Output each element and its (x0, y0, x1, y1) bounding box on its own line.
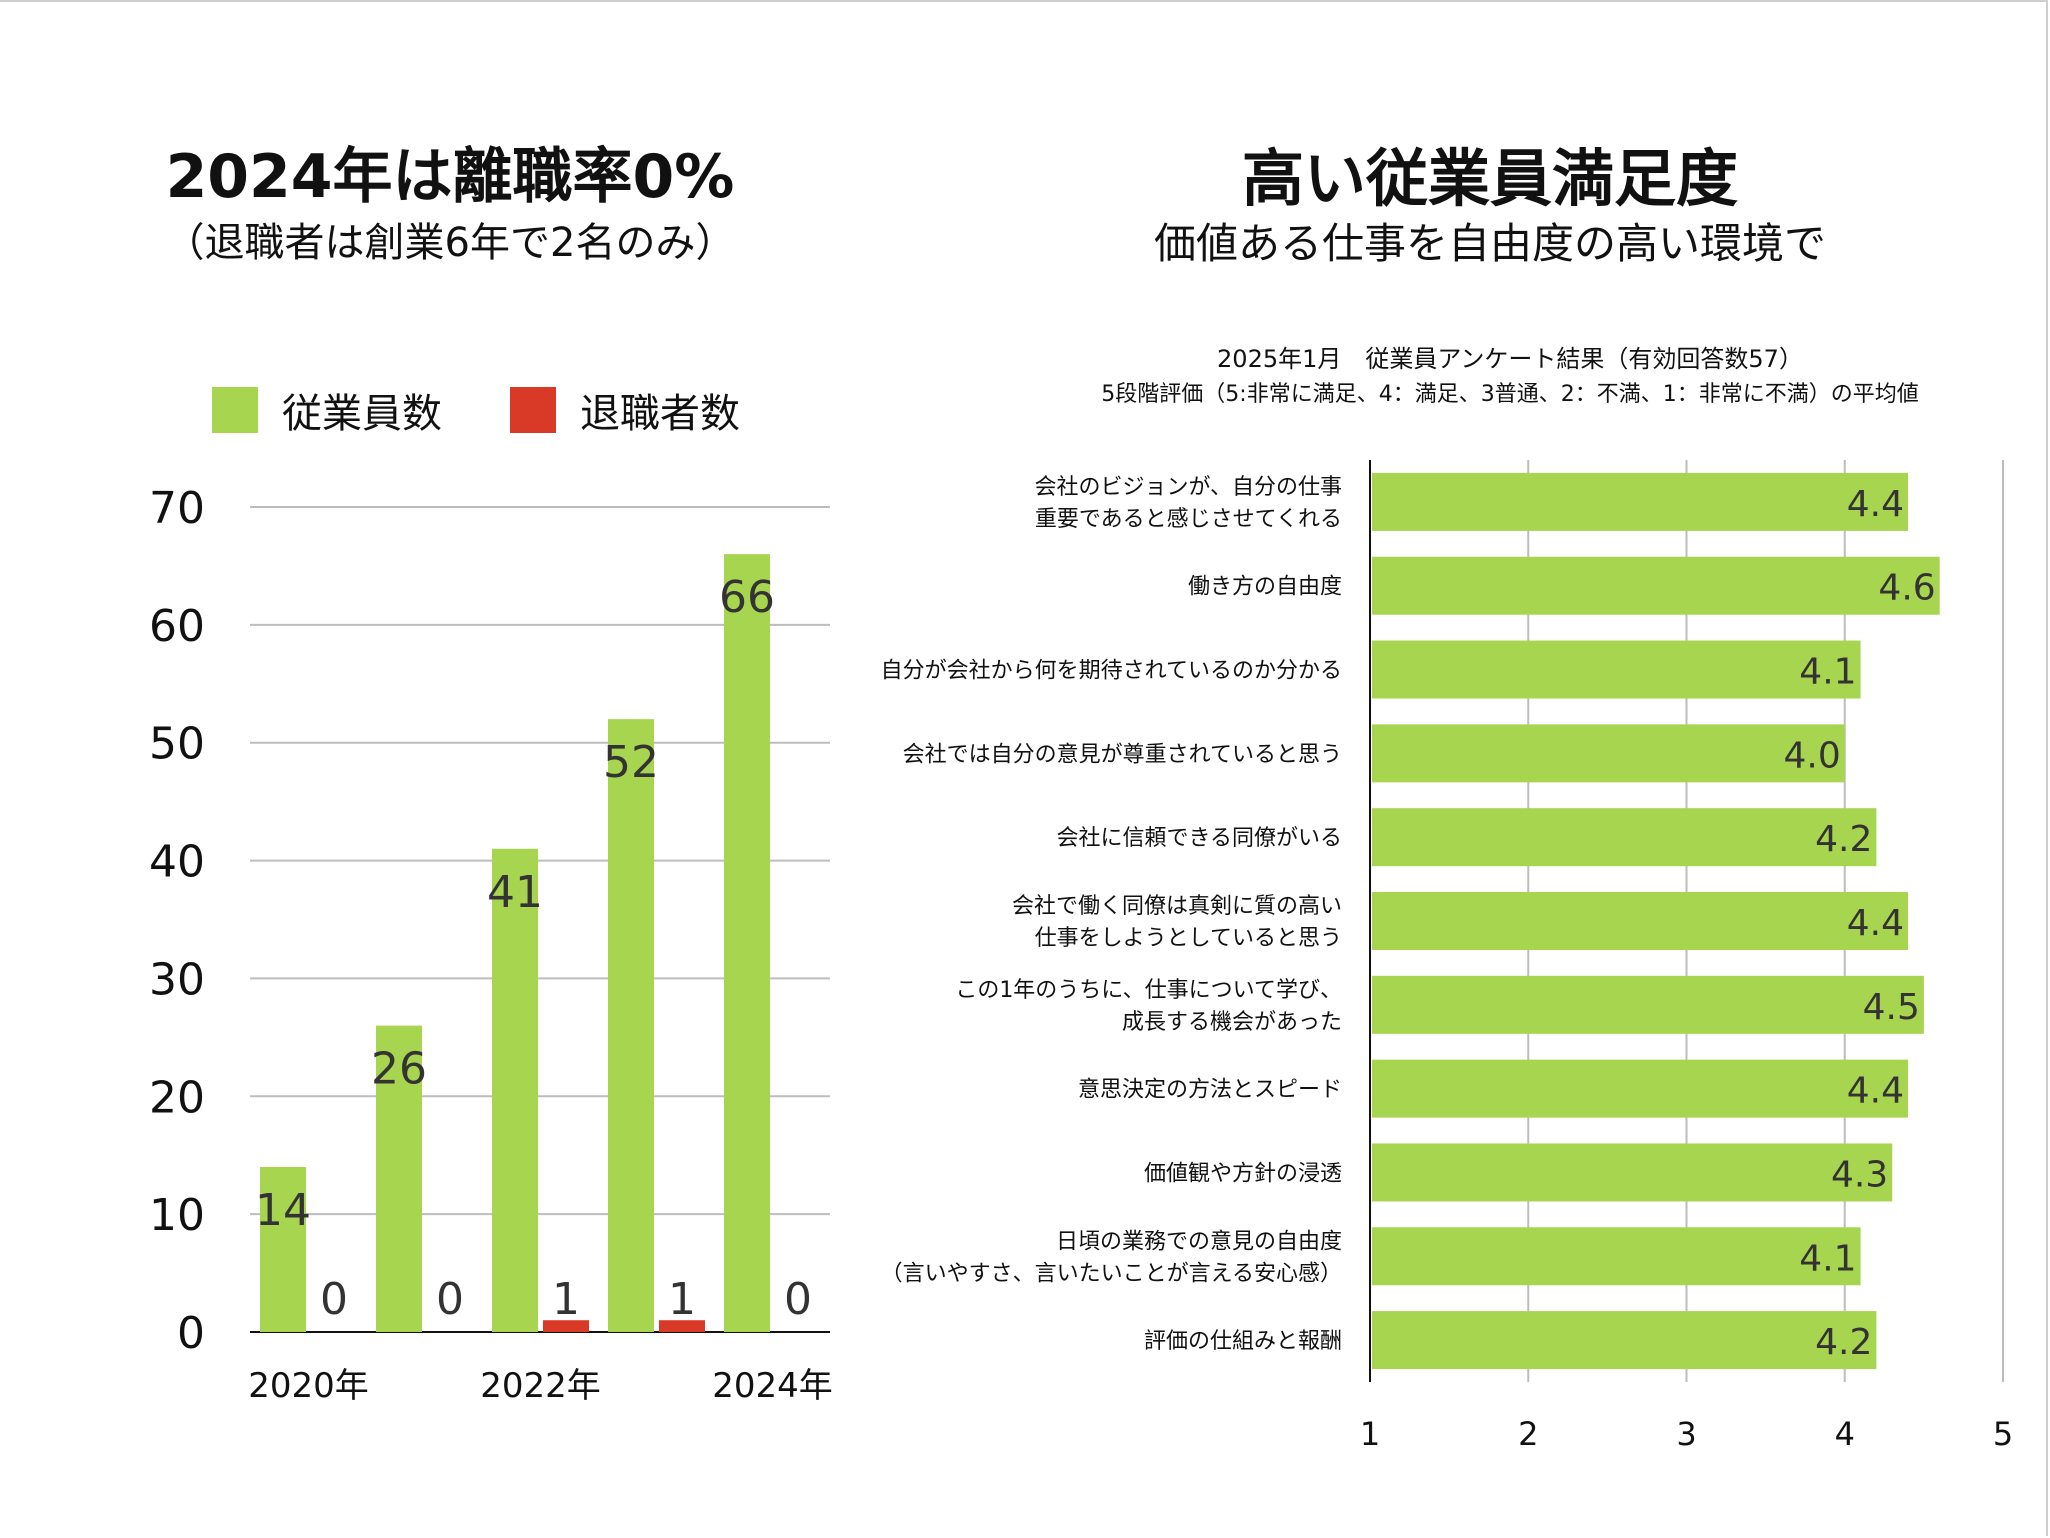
survey-value-label-6: 4.4 (1847, 903, 1904, 944)
x-tick-label: 4 (1835, 1415, 1855, 1453)
survey-value-label-2: 4.6 (1878, 568, 1935, 609)
y-tick-label: 20 (149, 1072, 205, 1123)
survey-category-label: 会社で働く同僚は真剣に質の高い (1012, 894, 1342, 919)
bar-employees-2022 (492, 848, 538, 1332)
left-panel-title: 2024年は離職率0% (165, 142, 735, 212)
survey-category-label: （言いやすさ、言いたいことが言える安心感） (881, 1261, 1342, 1286)
legend-swatch-0 (212, 387, 258, 433)
survey-value-label-1: 4.4 (1847, 484, 1904, 525)
bar-employees-2023 (608, 719, 654, 1332)
bar-resigned-2022 (543, 1320, 589, 1332)
survey-bar-11 (1372, 1311, 1877, 1370)
survey-category-label: 自分が会社から何を期待されているのか分かる (881, 659, 1342, 684)
data-label-resigned-2021: 0 (436, 1274, 464, 1325)
bar-employees-2020 (260, 1167, 306, 1332)
bar-resigned-2023 (659, 1320, 705, 1332)
data-label-resigned-2024: 0 (784, 1274, 812, 1325)
survey-bar-chart: 2025年1月 従業員アンケート結果（有効回答数57） 5段階評価（5:非常に満足… (881, 345, 2014, 1453)
survey-category-label: 成長する機会があった (1122, 1010, 1342, 1035)
survey-category-label: 会社のビジョンが、自分の仕事 (1034, 475, 1342, 500)
survey-value-label-4: 4.0 (1783, 735, 1840, 776)
y-tick-label: 70 (149, 483, 205, 534)
survey-bar-3 (1372, 640, 1861, 699)
survey-bar-1 (1372, 472, 1909, 531)
employee-bar-chart: 従業員数 退職者数0102030405060701402020年260411202… (149, 387, 833, 1406)
data-label-resigned-2023: 1 (668, 1274, 696, 1325)
survey-value-label-10: 4.1 (1799, 1238, 1856, 1279)
y-tick-label: 60 (149, 601, 205, 652)
right-panel-title: 高い従業員満足度 (1241, 142, 1738, 215)
survey-category-label: 日頃の業務での意見の自由度 (1056, 1229, 1342, 1254)
survey-bar-5 (1372, 808, 1877, 867)
y-tick-label: 40 (149, 837, 205, 888)
survey-category-label: 評価の仕組みと報酬 (1144, 1329, 1342, 1354)
y-tick-label: 10 (149, 1190, 205, 1241)
right-panel-subtitle: 価値ある仕事を自由度の高い環境で (1153, 219, 1826, 268)
survey-bar-10 (1372, 1227, 1861, 1286)
x-tick-label: 1 (1360, 1415, 1380, 1453)
survey-bar-4 (1372, 724, 1845, 783)
x-tick-label: 2 (1518, 1415, 1538, 1453)
survey-chart-subtitle: 5段階評価（5:非常に満足、4：満足、3普通、2：不満、1：非常に不満）の平均値 (1101, 382, 1918, 407)
survey-bar-7 (1372, 975, 1924, 1034)
survey-value-label-3: 4.1 (1799, 652, 1856, 693)
data-label-employees-2021: 26 (371, 1044, 427, 1095)
bar-employees-2021 (376, 1025, 422, 1332)
y-tick-label: 50 (149, 719, 205, 770)
survey-category-label: 仕事をしようとしていると思う (1035, 926, 1342, 951)
y-tick-label: 30 (149, 954, 205, 1005)
survey-category-label: 重要であると感じさせてくれる (1035, 507, 1342, 532)
survey-bar-8 (1372, 1059, 1909, 1118)
legend-label-1: 退職者数 (580, 391, 740, 437)
y-tick-label: 0 (177, 1308, 205, 1359)
x-tick-label: 2020年 (248, 1366, 369, 1406)
bar-employees-2024 (724, 554, 770, 1332)
x-tick-label: 5 (1993, 1415, 2013, 1453)
data-label-resigned-2022: 1 (552, 1274, 580, 1325)
data-label-resigned-2020: 0 (320, 1274, 348, 1325)
x-tick-label: 2022年 (480, 1366, 601, 1406)
survey-bar-9 (1372, 1143, 1893, 1202)
survey-value-label-11: 4.2 (1815, 1322, 1872, 1363)
data-label-employees-2024: 66 (719, 572, 775, 623)
left-panel-subtitle: （退職者は創業6年で2名のみ） (164, 220, 736, 266)
data-label-employees-2023: 52 (603, 737, 659, 788)
survey-category-label: 会社では自分の意見が尊重されていると思う (903, 742, 1342, 767)
survey-chart-title: 2025年1月 従業員アンケート結果（有効回答数57） (1217, 345, 1803, 373)
survey-category-label: この1年のうちに、仕事について学び、 (955, 978, 1342, 1003)
survey-category-label: 価値観や方針の浸透 (1144, 1161, 1342, 1186)
survey-value-label-9: 4.3 (1831, 1154, 1888, 1195)
survey-category-label: 会社に信頼できる同僚がいる (1056, 826, 1342, 851)
survey-value-label-7: 4.5 (1863, 987, 1920, 1028)
x-tick-label: 3 (1676, 1415, 1696, 1453)
survey-category-label: 意思決定の方法とスピード (1078, 1078, 1342, 1103)
legend-label-0: 従業員数 (282, 391, 442, 437)
legend-swatch-1 (510, 387, 556, 433)
data-label-employees-2022: 41 (487, 867, 543, 918)
survey-bar-2 (1372, 556, 1940, 615)
survey-value-label-5: 4.2 (1815, 819, 1872, 860)
survey-value-label-8: 4.4 (1847, 1071, 1904, 1112)
survey-category-label: 働き方の自由度 (1188, 575, 1342, 600)
data-label-employees-2020: 14 (255, 1185, 311, 1236)
survey-bar-6 (1372, 892, 1909, 950)
x-tick-label: 2024年 (712, 1366, 833, 1406)
